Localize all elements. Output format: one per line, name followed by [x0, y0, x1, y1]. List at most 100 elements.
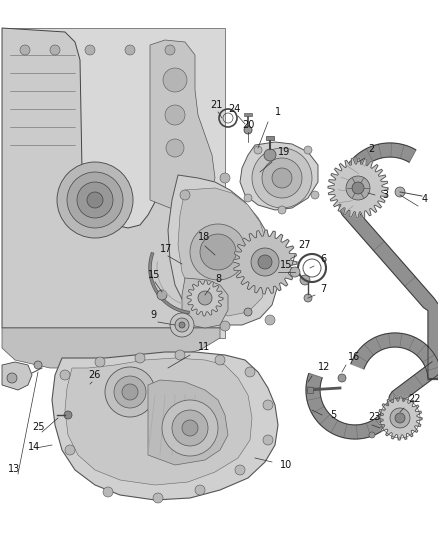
- Text: 10: 10: [280, 460, 292, 470]
- Polygon shape: [148, 380, 228, 465]
- Polygon shape: [266, 136, 274, 140]
- Circle shape: [114, 376, 146, 408]
- Circle shape: [180, 190, 190, 200]
- Circle shape: [85, 45, 95, 55]
- Circle shape: [135, 353, 145, 363]
- Circle shape: [300, 275, 310, 285]
- Circle shape: [352, 182, 364, 194]
- Text: 15: 15: [280, 260, 293, 270]
- Text: 15: 15: [148, 270, 160, 280]
- Polygon shape: [307, 387, 313, 393]
- Text: 19: 19: [278, 147, 290, 157]
- Circle shape: [220, 321, 230, 331]
- Polygon shape: [378, 396, 422, 440]
- Text: 17: 17: [160, 244, 173, 254]
- Polygon shape: [328, 158, 388, 218]
- Circle shape: [264, 149, 276, 161]
- Text: 14: 14: [28, 442, 40, 452]
- Circle shape: [251, 248, 279, 276]
- Circle shape: [200, 234, 236, 270]
- Circle shape: [60, 370, 70, 380]
- Polygon shape: [182, 278, 228, 328]
- Circle shape: [346, 176, 370, 200]
- Circle shape: [125, 45, 135, 55]
- Text: 18: 18: [198, 232, 210, 242]
- Circle shape: [338, 374, 346, 382]
- Polygon shape: [2, 28, 228, 328]
- Circle shape: [57, 162, 133, 238]
- Circle shape: [7, 373, 17, 383]
- Text: 22: 22: [408, 394, 420, 404]
- Text: 24: 24: [228, 104, 240, 114]
- Circle shape: [179, 322, 185, 328]
- Circle shape: [50, 45, 60, 55]
- Circle shape: [290, 267, 300, 277]
- Text: 6: 6: [320, 254, 326, 264]
- Polygon shape: [178, 188, 268, 316]
- Polygon shape: [150, 40, 215, 210]
- Circle shape: [165, 45, 175, 55]
- Circle shape: [157, 290, 167, 300]
- Text: 27: 27: [298, 240, 311, 250]
- Text: 7: 7: [320, 284, 326, 294]
- Circle shape: [257, 190, 267, 200]
- Text: 21: 21: [210, 100, 223, 110]
- Circle shape: [278, 206, 286, 214]
- Polygon shape: [240, 142, 318, 210]
- Circle shape: [195, 485, 205, 495]
- Text: 26: 26: [88, 370, 100, 380]
- Circle shape: [95, 357, 105, 367]
- Polygon shape: [2, 28, 225, 338]
- Circle shape: [77, 182, 113, 218]
- Circle shape: [175, 318, 189, 332]
- Text: 13: 13: [8, 464, 20, 474]
- Text: 2: 2: [368, 144, 374, 154]
- Circle shape: [190, 224, 246, 280]
- Circle shape: [165, 105, 185, 125]
- Circle shape: [20, 45, 30, 55]
- Circle shape: [244, 126, 252, 134]
- Circle shape: [105, 367, 155, 417]
- Circle shape: [258, 255, 272, 269]
- Circle shape: [263, 400, 273, 410]
- Circle shape: [90, 383, 100, 393]
- Circle shape: [198, 291, 212, 305]
- Text: 1: 1: [275, 107, 281, 117]
- Text: 20: 20: [242, 120, 254, 130]
- Polygon shape: [306, 362, 438, 439]
- Polygon shape: [187, 280, 223, 316]
- Polygon shape: [233, 230, 297, 294]
- Circle shape: [103, 487, 113, 497]
- Text: 8: 8: [215, 274, 221, 284]
- Text: 4: 4: [422, 194, 428, 204]
- Circle shape: [235, 465, 245, 475]
- Text: 25: 25: [32, 422, 45, 432]
- Circle shape: [252, 148, 312, 208]
- Circle shape: [265, 315, 275, 325]
- Circle shape: [182, 420, 198, 436]
- Circle shape: [272, 168, 292, 188]
- Circle shape: [395, 187, 405, 197]
- Circle shape: [185, 315, 195, 325]
- Circle shape: [262, 158, 302, 198]
- Circle shape: [153, 493, 163, 503]
- Circle shape: [244, 194, 252, 202]
- Circle shape: [87, 192, 103, 208]
- Circle shape: [244, 308, 252, 316]
- Circle shape: [67, 172, 123, 228]
- Circle shape: [304, 294, 312, 302]
- Polygon shape: [338, 143, 438, 380]
- Text: 12: 12: [318, 362, 330, 372]
- Circle shape: [34, 361, 42, 369]
- Text: 11: 11: [198, 342, 210, 352]
- Polygon shape: [244, 113, 252, 116]
- Circle shape: [65, 445, 75, 455]
- Polygon shape: [2, 328, 220, 368]
- Text: 23: 23: [368, 412, 380, 422]
- Circle shape: [254, 146, 262, 154]
- Circle shape: [64, 411, 72, 419]
- Circle shape: [245, 367, 255, 377]
- Polygon shape: [168, 175, 278, 325]
- Circle shape: [390, 408, 410, 428]
- Circle shape: [162, 400, 218, 456]
